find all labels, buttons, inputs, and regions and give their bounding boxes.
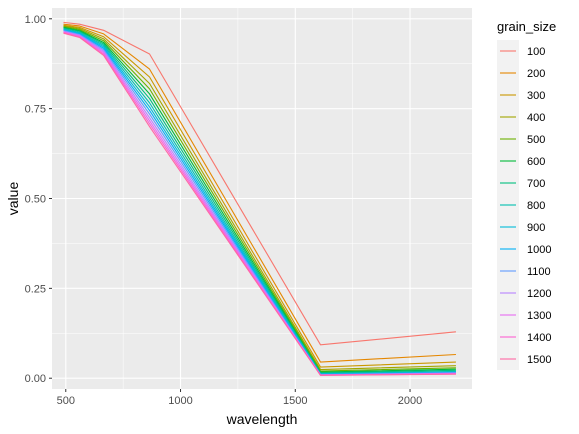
major-gridlines [52, 8, 472, 389]
y-tick-label: 1.00 [25, 14, 46, 26]
legend-label-1000: 1000 [527, 244, 551, 256]
y-axis-title: value [5, 182, 21, 216]
legend-label-1200: 1200 [527, 288, 551, 300]
series-line-1500 [63, 32, 456, 376]
legend-label-1500: 1500 [527, 354, 551, 366]
legend-label-1300: 1300 [527, 310, 551, 322]
legend-label-600: 600 [527, 156, 545, 168]
x-tick-label: 2000 [398, 395, 422, 407]
legend-label-300: 300 [527, 90, 545, 102]
legend-label-1100: 1100 [527, 266, 551, 278]
legend-label-700: 700 [527, 178, 545, 190]
legend-label-100: 100 [527, 46, 545, 58]
legend: grain_size 10020030040050060070080090010… [497, 19, 556, 370]
legend-label-200: 200 [527, 68, 545, 80]
x-tick-label: 1500 [283, 395, 307, 407]
legend-keys: 100 200 300 400 500 600 700 800 900 1000 1100 1200 1… [497, 40, 551, 370]
y-axis: 0.00 0.25 0.50 0.75 1.00 [25, 14, 52, 385]
series-line-500 [63, 26, 456, 372]
y-tick-label: 0.75 [25, 104, 46, 116]
series-line-400 [63, 25, 456, 371]
series-lines [63, 21, 456, 376]
x-axis: 500 1000 1500 2000 [57, 389, 422, 407]
legend-title: grain_size [497, 19, 556, 34]
legend-label-1400: 1400 [527, 332, 551, 344]
x-axis-title: wavelength [226, 411, 298, 427]
legend-label-400: 400 [527, 112, 545, 124]
series-line-700 [63, 27, 456, 374]
y-tick-label: 0.25 [25, 283, 46, 295]
series-line-300 [63, 24, 456, 368]
y-tick-label: 0.50 [25, 194, 46, 206]
x-tick-label: 1000 [168, 395, 192, 407]
legend-label-500: 500 [527, 134, 545, 146]
series-line-600 [63, 26, 456, 373]
legend-label-900: 900 [527, 222, 545, 234]
x-tick-label: 500 [57, 395, 75, 407]
series-line-200 [63, 23, 456, 363]
legend-label-800: 800 [527, 200, 545, 212]
y-tick-label: 0.00 [25, 373, 46, 385]
series-line-100 [63, 21, 456, 346]
